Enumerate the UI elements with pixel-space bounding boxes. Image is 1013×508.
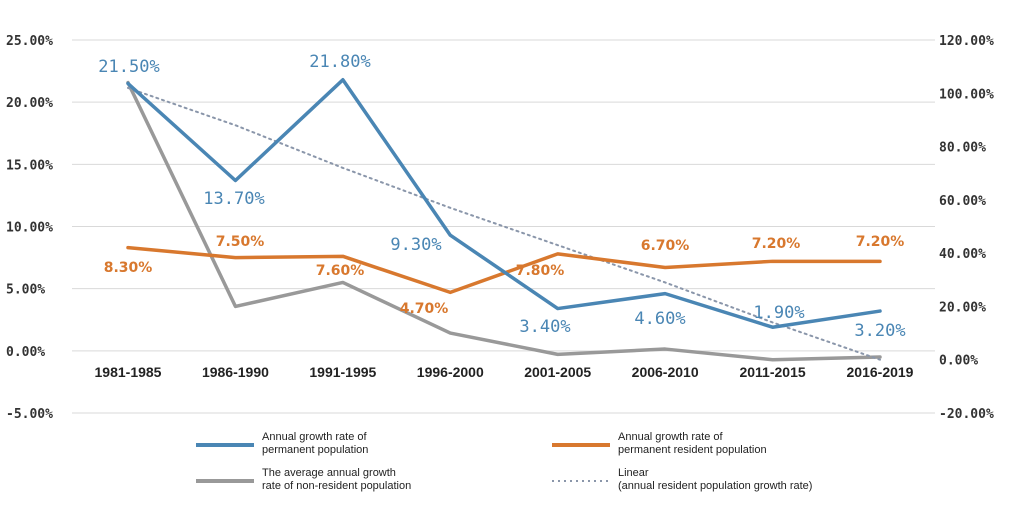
left-tick-label: 5.00% [6, 283, 45, 298]
legend-label: Linear [618, 467, 649, 479]
data-label-orange: 7.50% [216, 234, 265, 250]
data-label-orange: 7.20% [856, 234, 905, 250]
x-tick-label: 1996-2000 [417, 364, 484, 380]
data-label-blue: 13.70% [203, 189, 264, 209]
right-tick-label: 120.00% [939, 34, 994, 49]
x-tick-label: 2001-2005 [524, 364, 591, 380]
left-tick-label: 10.00% [6, 221, 53, 236]
gridlines [72, 39, 935, 414]
x-tick-label: 1981-1985 [95, 364, 162, 380]
x-tick-label: 2006-2010 [632, 364, 699, 380]
data-label-orange: 4.70% [400, 301, 449, 317]
legend-label: (annual resident population growth rate) [618, 480, 812, 492]
x-axis-ticks: 1981-1985 1986-1990 1991-1995 1996-2000 2001… [95, 364, 914, 380]
right-tick-label: 100.00% [939, 87, 994, 102]
data-label-blue: 9.30% [390, 235, 441, 255]
left-tick-label: 25.00% [6, 34, 53, 49]
legend-label: permanent population [262, 444, 368, 456]
right-axis-ticks: 120.00% 100.00% 80.00% 60.00% 40.00% 20.00% 0.… [939, 34, 994, 422]
data-label-orange: 6.70% [641, 238, 690, 254]
left-tick-label: 0.00% [6, 345, 45, 360]
data-label-blue: 4.60% [634, 309, 685, 329]
series-line [127, 86, 881, 361]
right-tick-label: 60.00% [939, 194, 986, 209]
left-tick-label: -5.00% [6, 407, 53, 422]
x-tick-label: 2011-2015 [739, 364, 805, 380]
left-axis-ticks: 25.00% 20.00% 15.00% 10.00% 5.00% 0.00% -5.00% [6, 34, 53, 422]
data-label-orange: 7.80% [516, 263, 565, 279]
data-labels: 21.50% 13.70% 21.80% 9.30% 3.40% 4.60% 1.90% 3.… [98, 52, 905, 341]
legend-label: rate of non-resident population [262, 480, 411, 492]
right-tick-label: 20.00% [939, 300, 986, 315]
right-tick-label: 0.00% [939, 354, 978, 369]
data-label-orange: 7.20% [752, 236, 801, 252]
data-label-orange: 7.60% [316, 263, 365, 279]
legend-label: The average annual growth [262, 467, 396, 479]
data-label-blue: 3.20% [854, 321, 905, 341]
series-lines [126, 78, 882, 362]
x-tick-label: 2016-2019 [847, 364, 914, 380]
data-label-orange: 8.30% [104, 260, 153, 276]
x-tick-label: 1991-1995 [309, 364, 376, 380]
data-label-blue: 1.90% [753, 303, 804, 323]
legend-label: permanent resident population [618, 444, 767, 456]
x-tick-label: 1986-1990 [202, 364, 269, 380]
data-label-blue: 21.50% [98, 57, 159, 77]
left-tick-label: 20.00% [6, 96, 53, 111]
legend-label: Annual growth rate of [618, 431, 724, 443]
data-label-blue: 21.80% [309, 52, 370, 72]
right-tick-label: 80.00% [939, 141, 986, 156]
right-tick-label: -20.00% [939, 407, 994, 422]
left-tick-label: 15.00% [6, 158, 53, 173]
data-label-blue: 3.40% [519, 317, 570, 337]
right-tick-label: 40.00% [939, 247, 986, 262]
series-line [126, 80, 882, 362]
legend-label: Annual growth rate of [262, 431, 368, 443]
series-line [126, 78, 882, 329]
